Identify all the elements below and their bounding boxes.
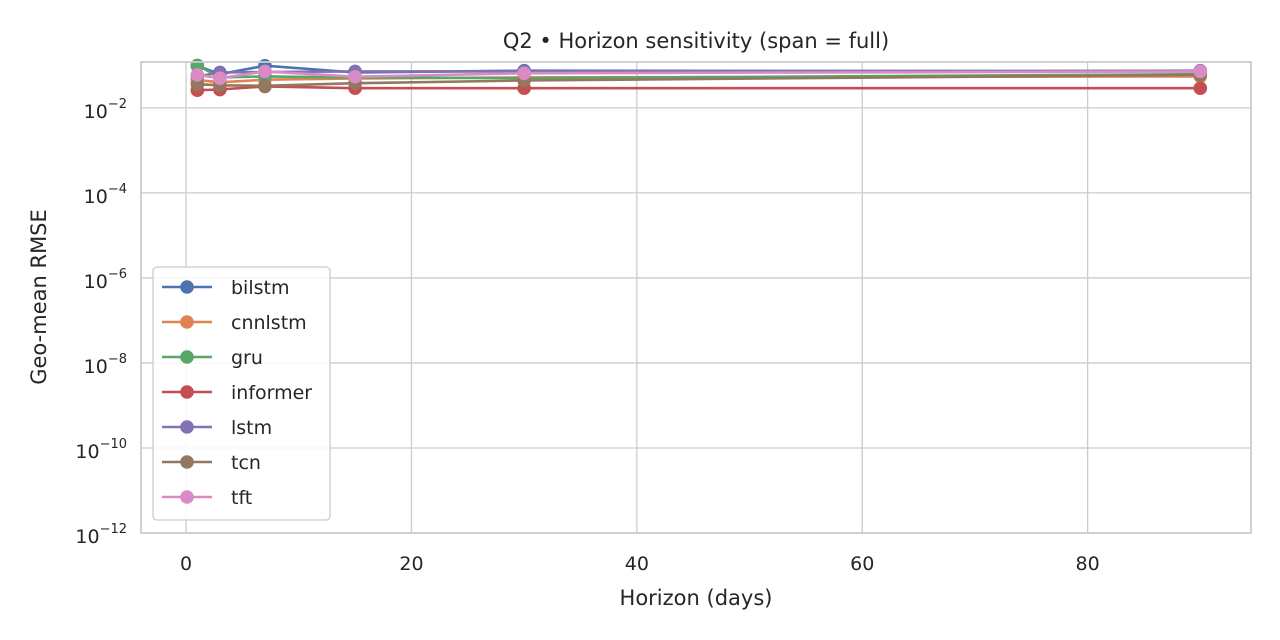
legend-marker xyxy=(180,455,194,469)
y-tick-base: 10 xyxy=(84,271,108,293)
y-tick-label: 10−4 xyxy=(84,182,127,208)
y-tick-base: 10 xyxy=(75,526,99,548)
legend-marker xyxy=(180,350,194,364)
y-tick-exponent: −4 xyxy=(108,182,127,197)
y-tick-exponent: −2 xyxy=(108,97,127,112)
y-tick-exponent: −10 xyxy=(100,437,127,452)
y-tick-label: 10−2 xyxy=(84,97,127,123)
legend-label: cnnlstm xyxy=(231,312,307,334)
chart-title: Q2 • Horizon sensitivity (span = full) xyxy=(503,29,889,53)
legend-marker xyxy=(180,490,194,504)
y-tick-label: 10−10 xyxy=(75,437,127,463)
data-point-tft xyxy=(213,71,227,85)
plot-frame xyxy=(140,61,1252,534)
legend-entry-bilstm: bilstm xyxy=(162,277,289,299)
legend-entry-tft: tft xyxy=(162,487,252,509)
y-tick-base: 10 xyxy=(84,356,108,378)
legend-entry-lstm: lstm xyxy=(162,417,272,439)
y-tick-label: 10−12 xyxy=(75,522,127,548)
legend: bilstm cnnlstm gru informer lstm tcn tft xyxy=(152,266,331,521)
legend-marker xyxy=(180,420,194,434)
y-tick-base: 10 xyxy=(75,441,99,463)
y-tick-exponent: −8 xyxy=(108,352,127,367)
data-point-tft xyxy=(348,69,362,84)
data-point-tft xyxy=(517,66,531,81)
x-tick-label: 20 xyxy=(399,553,423,575)
data-point-tft xyxy=(1193,64,1208,79)
y-tick-label: 10−6 xyxy=(84,267,127,293)
legend-entry-tcn: tcn xyxy=(162,452,261,474)
data-point-tft xyxy=(258,64,272,79)
y-tick-base: 10 xyxy=(84,186,108,208)
y-tick-label: 10−8 xyxy=(84,352,127,378)
legend-label: gru xyxy=(231,347,263,369)
y-tick-base: 10 xyxy=(84,101,108,123)
legend-marker xyxy=(180,315,194,329)
legend-entry-informer: informer xyxy=(162,382,312,404)
legend-marker xyxy=(180,280,194,294)
y-tick-exponent: −6 xyxy=(108,267,127,282)
legend-label: tcn xyxy=(231,452,261,474)
legend-label: bilstm xyxy=(231,277,289,299)
x-tick-label: 60 xyxy=(850,553,874,575)
series-tft xyxy=(190,64,1208,85)
y-axis-label: Geo-mean RMSE xyxy=(27,209,51,385)
legend-entry-cnnlstm: cnnlstm xyxy=(162,312,307,334)
x-tick-labels: 0 20 40 60 80 xyxy=(180,553,1100,575)
legend-marker xyxy=(180,385,194,399)
legend-label: lstm xyxy=(231,417,272,439)
legend-label: informer xyxy=(231,382,312,404)
series-layer xyxy=(190,58,1208,98)
x-tick-label: 0 xyxy=(180,553,192,575)
data-point-tft xyxy=(190,67,205,82)
x-tick-label: 80 xyxy=(1076,553,1100,575)
x-axis-label: Horizon (days) xyxy=(620,586,773,610)
data-point-tcn xyxy=(258,79,272,93)
legend-entry-gru: gru xyxy=(162,347,263,369)
legend-box xyxy=(152,266,331,521)
y-tick-exponent: −12 xyxy=(100,522,127,537)
legend-label: tft xyxy=(231,487,252,509)
data-point-informer xyxy=(1193,81,1208,96)
data-point-tcn xyxy=(190,77,205,92)
x-tick-label: 40 xyxy=(625,553,649,575)
